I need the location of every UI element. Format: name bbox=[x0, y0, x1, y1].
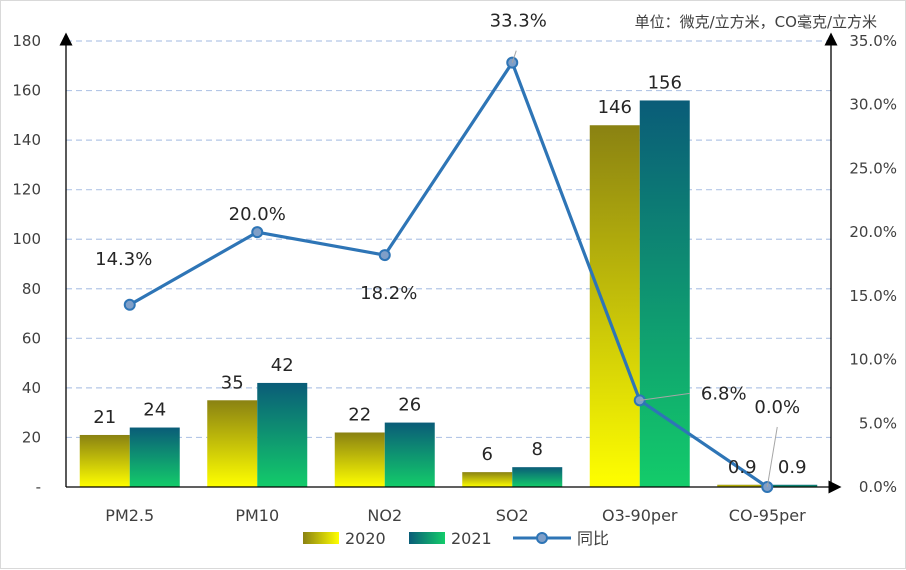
legend-label-2020: 2020 bbox=[345, 529, 386, 548]
yoy-point bbox=[123, 298, 136, 311]
category-label: PM2.5 bbox=[105, 506, 154, 525]
right-tick-label: 10.0% bbox=[849, 351, 897, 369]
right-tick-label: 35.0% bbox=[849, 32, 897, 50]
bar-2021 bbox=[257, 382, 308, 487]
bar-2021-label: 26 bbox=[398, 395, 421, 416]
category-label: CO-95per bbox=[729, 506, 806, 525]
yoy-label: 33.3% bbox=[490, 11, 547, 32]
bar-2021 bbox=[639, 100, 690, 487]
category-label: O3-90per bbox=[602, 506, 678, 525]
right-tick-label: 15.0% bbox=[849, 287, 897, 305]
bar-2021-label: 42 bbox=[271, 355, 294, 376]
left-tick-label: - bbox=[36, 478, 41, 496]
left-tick-label: 60 bbox=[22, 329, 41, 347]
category-label: NO2 bbox=[367, 506, 402, 525]
left-tick-label: 100 bbox=[12, 230, 41, 248]
legend-swatch-2020 bbox=[303, 532, 339, 544]
axes: - 20 40 60 80 100 120 140 160 180 0.0% 5.0% 10.0% 15.… bbox=[12, 32, 897, 525]
right-tick-label: 5.0% bbox=[859, 414, 897, 432]
bar-2021-label: 24 bbox=[143, 400, 166, 421]
bar-2020-label: 21 bbox=[93, 407, 116, 428]
label-leader bbox=[766, 426, 778, 488]
bar-2020 bbox=[589, 125, 640, 487]
bar-2021-label: 0.9 bbox=[778, 457, 807, 478]
legend-swatch-2021 bbox=[409, 532, 445, 544]
bar-2021-label: 156 bbox=[648, 72, 682, 93]
data-labels: 21 24 35 42 22 26 6 8 146 156 0.9 0.9 14.3% 20.0% 18.2… bbox=[93, 11, 807, 488]
legend: 2020 2021 同比 bbox=[303, 529, 609, 548]
yoy-point bbox=[251, 226, 264, 239]
label-leader bbox=[639, 392, 690, 401]
legend-label-yoy: 同比 bbox=[577, 529, 609, 548]
label-leader bbox=[511, 50, 517, 63]
right-tick-label: 0.0% bbox=[859, 478, 897, 496]
left-tick-label: 20 bbox=[22, 428, 41, 446]
left-tick-label: 180 bbox=[12, 32, 41, 50]
right-tick-label: 20.0% bbox=[849, 223, 897, 241]
yoy-point bbox=[378, 249, 391, 262]
yoy-label: 14.3% bbox=[95, 249, 152, 270]
right-tick-label: 25.0% bbox=[849, 159, 897, 177]
unit-label: 单位：微克/立方米，CO毫克/立方米 bbox=[635, 13, 877, 31]
category-label: SO2 bbox=[496, 506, 529, 525]
yoy-label: 6.8% bbox=[701, 383, 747, 404]
gridlines bbox=[66, 40, 831, 439]
bar-2020-label: 146 bbox=[598, 97, 632, 118]
legend-marker-yoy bbox=[536, 532, 548, 544]
bar-2020-label: 22 bbox=[348, 404, 371, 425]
left-tick-label: 120 bbox=[12, 181, 41, 199]
left-tick-label: 160 bbox=[12, 82, 41, 100]
bar-2021 bbox=[767, 484, 818, 487]
yoy-label: 20.0% bbox=[229, 204, 286, 225]
bar-2020 bbox=[717, 484, 768, 487]
yoy-label: 18.2% bbox=[360, 283, 417, 304]
bar-2020 bbox=[462, 472, 513, 487]
legend-label-2021: 2021 bbox=[451, 529, 492, 548]
right-tick-label: 30.0% bbox=[849, 96, 897, 114]
bars bbox=[79, 100, 818, 487]
left-tick-label: 80 bbox=[22, 280, 41, 298]
bar-2020-label: 0.9 bbox=[728, 457, 757, 478]
bar-2021 bbox=[384, 422, 435, 487]
bar-2021 bbox=[512, 467, 563, 487]
bar-2020-label: 6 bbox=[482, 444, 493, 465]
left-tick-label: 40 bbox=[22, 379, 41, 397]
bar-2020-label: 35 bbox=[221, 372, 244, 393]
yoy-line-path bbox=[128, 61, 769, 489]
category-label: PM10 bbox=[235, 506, 279, 525]
bar-2020 bbox=[334, 432, 385, 487]
bar-2021 bbox=[129, 427, 180, 487]
yoy-label: 0.0% bbox=[754, 397, 800, 418]
left-tick-label: 140 bbox=[12, 131, 41, 149]
bar-2020 bbox=[79, 434, 130, 487]
bar-2021-label: 8 bbox=[532, 439, 543, 460]
bar-2020 bbox=[207, 400, 258, 487]
